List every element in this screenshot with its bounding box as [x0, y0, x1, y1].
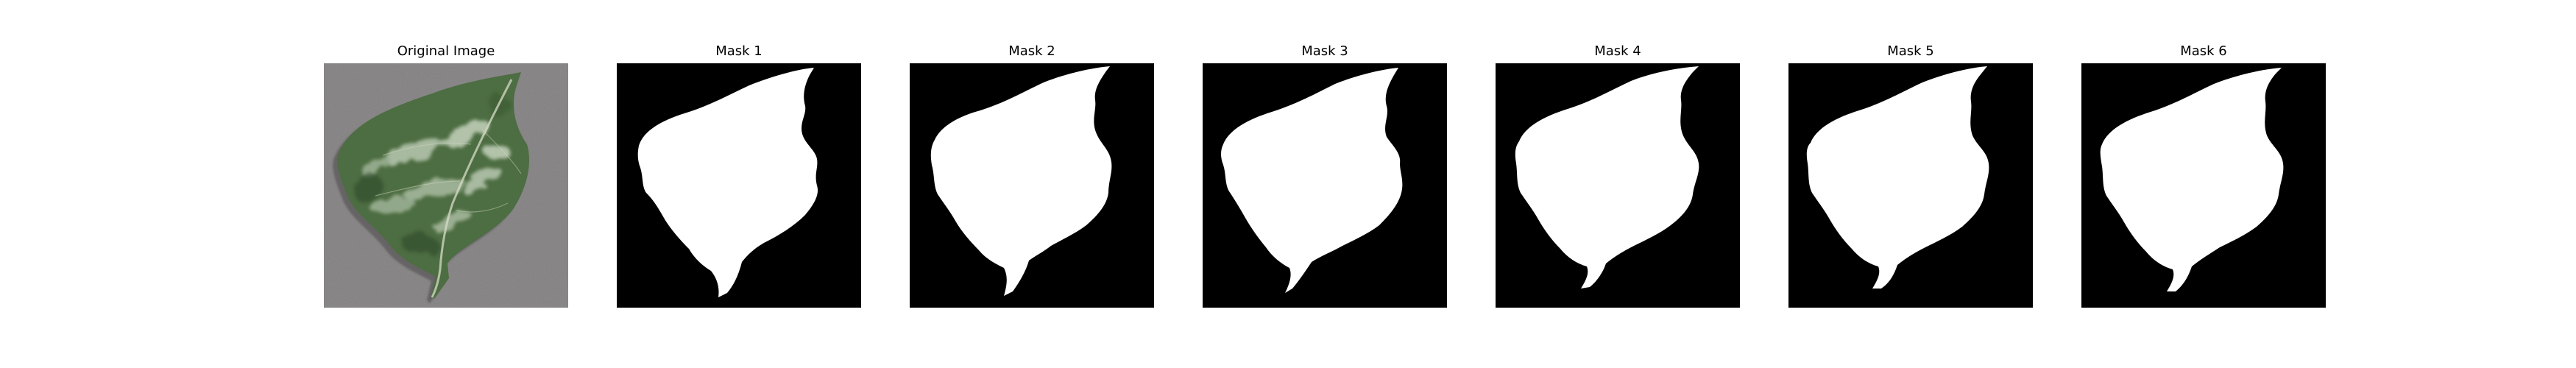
mask-shape	[2100, 68, 2284, 291]
panel-title: Mask 3	[1301, 43, 1348, 59]
mask-4-image	[1496, 63, 1740, 308]
panel-title: Mask 1	[715, 43, 762, 59]
original-leaf-photo	[324, 63, 568, 308]
mask-2-image	[910, 63, 1154, 308]
mask-1-image	[617, 63, 861, 308]
mask-3-image	[1203, 63, 1447, 308]
leaf-midrib	[431, 79, 513, 298]
mask-shape	[1806, 66, 1989, 289]
mask-shape	[1221, 68, 1403, 293]
mask-shape	[930, 66, 1112, 296]
panel-title: Mask 5	[1887, 43, 1934, 59]
mask-6-image	[2081, 63, 2326, 308]
mask-5-image	[1788, 63, 2033, 308]
mask-shape	[637, 68, 818, 297]
panel-title: Mask 4	[1594, 43, 1641, 59]
mask-shape	[1515, 66, 1699, 289]
panel-title: Original Image	[397, 43, 495, 59]
panel-title: Mask 6	[2180, 43, 2227, 59]
panel-title: Mask 2	[1008, 43, 1055, 59]
